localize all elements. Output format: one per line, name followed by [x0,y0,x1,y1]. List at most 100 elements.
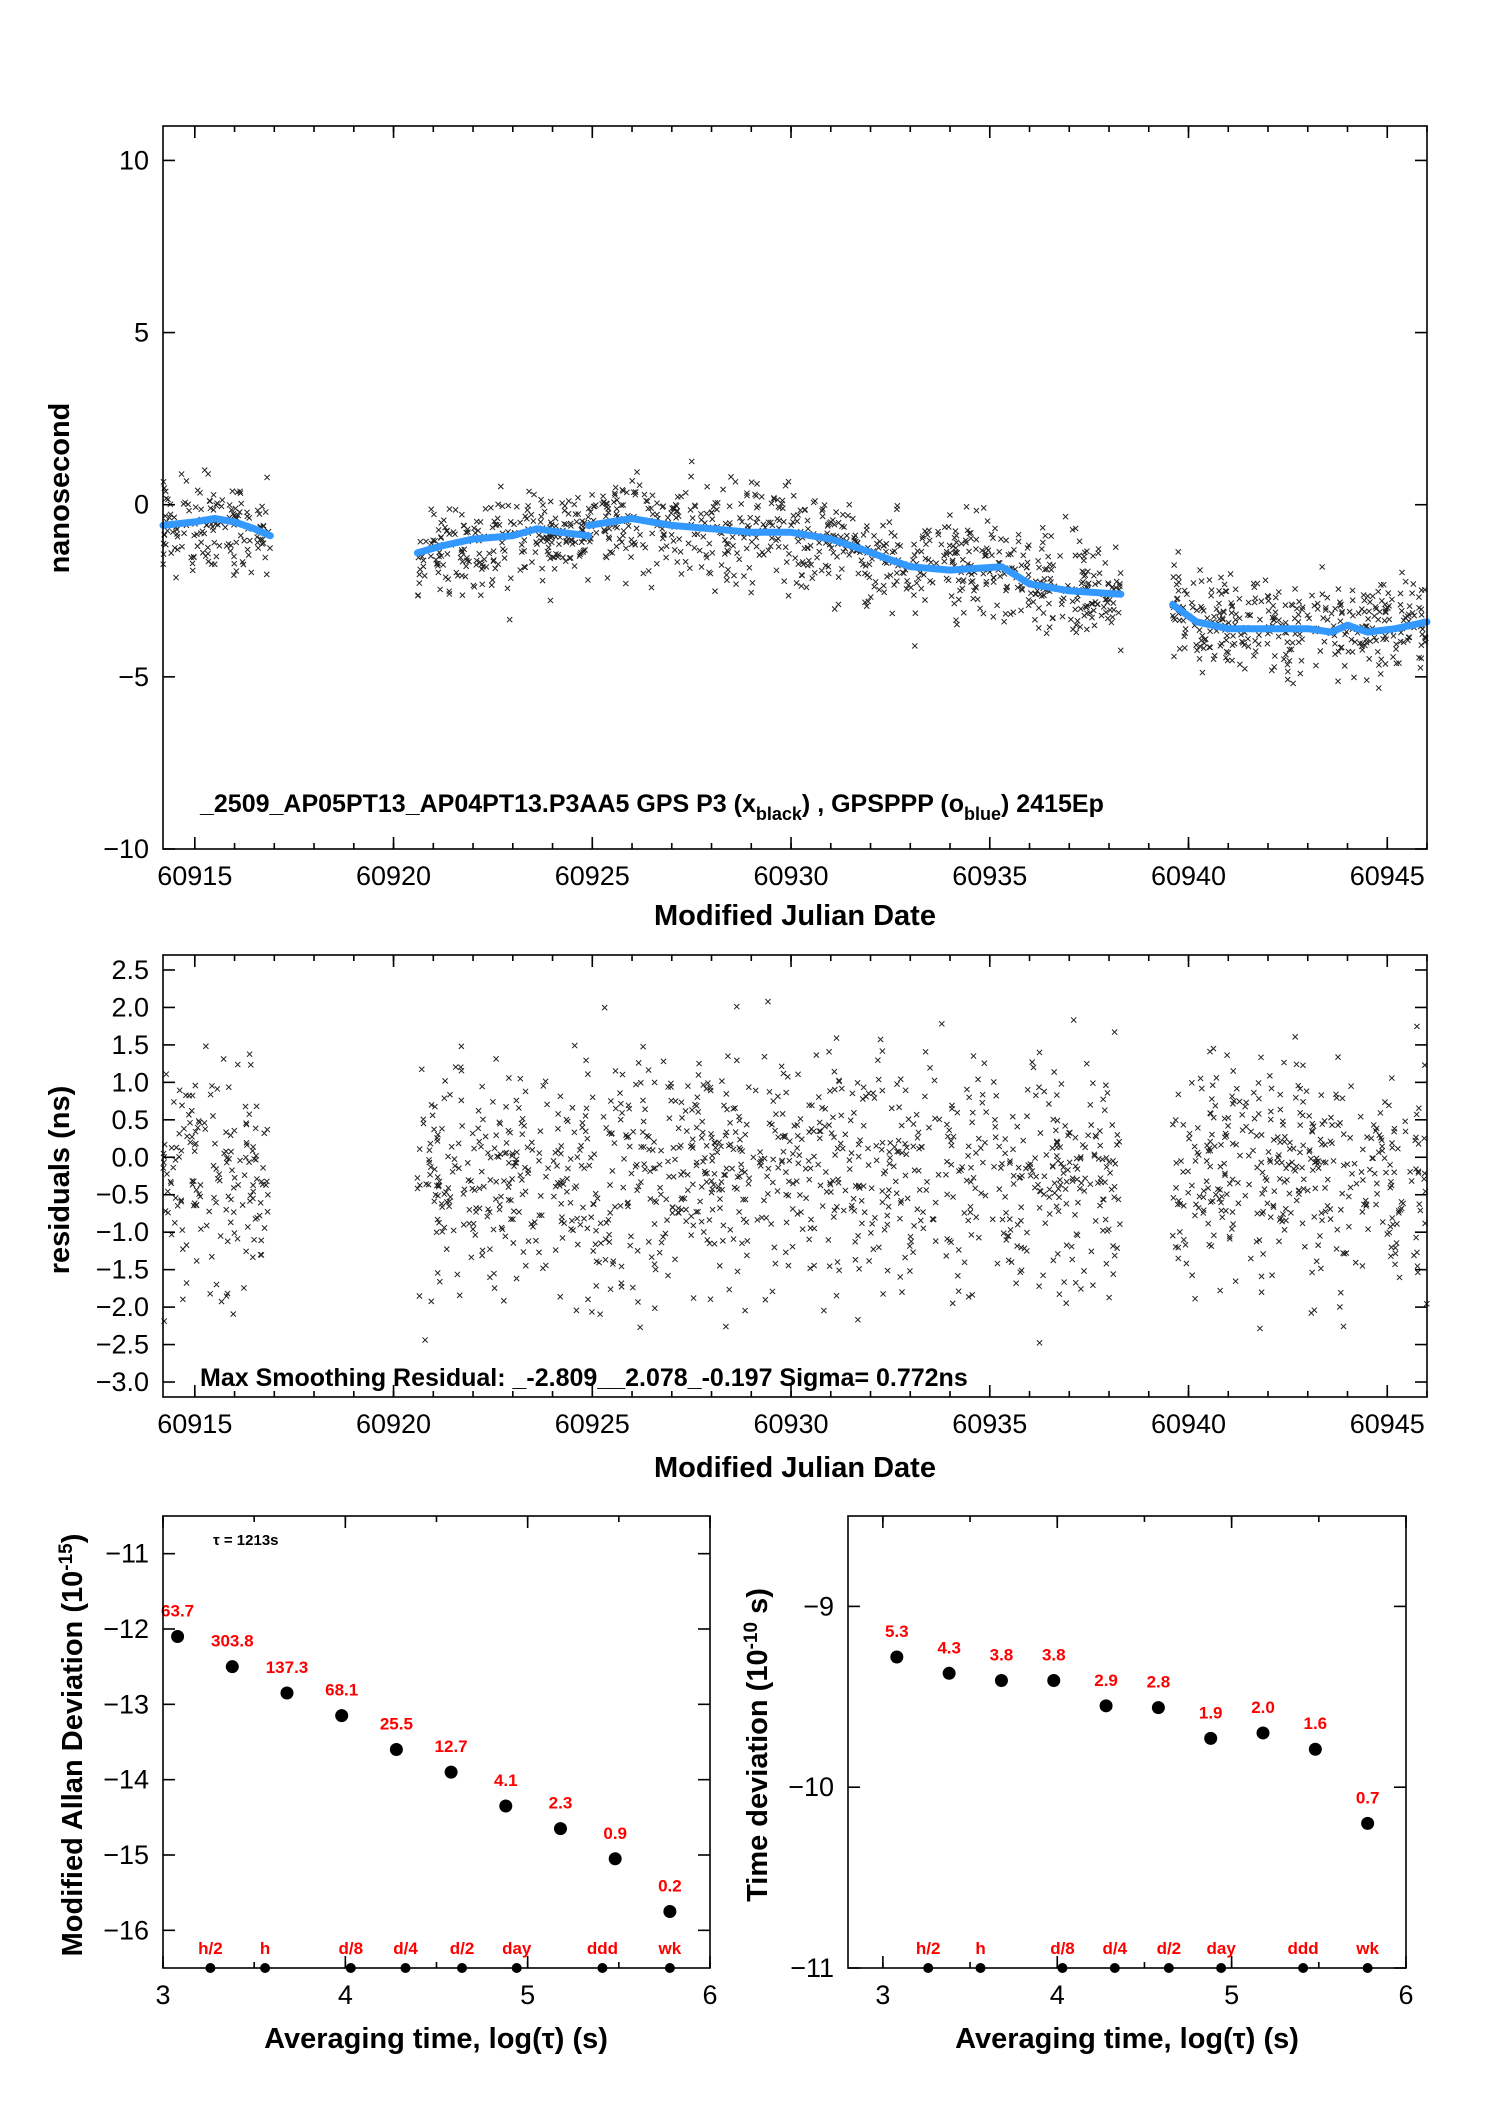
residual-data-point [251,1155,258,1162]
residual-data-point [1103,1260,1110,1267]
residual-data-point [584,1135,591,1142]
residual-data-point [1295,1082,1302,1089]
residual-data-point [472,1232,479,1238]
residual-data-point [441,1224,448,1231]
clock-data-point [230,572,237,579]
clock-data-point [831,521,838,528]
residual-data-point [741,1169,748,1176]
clock-data-point [1397,590,1404,597]
clock-data-point [607,549,614,555]
clock-data-point [545,544,552,551]
residual-data-point [554,1162,560,1169]
residual-data-point [1205,1148,1212,1154]
residual-data-point [1330,1157,1337,1164]
clock-data-point [704,483,711,490]
clock-data-point [582,547,589,553]
residual-data-point [1110,1271,1117,1278]
residual-data-point [733,1186,740,1192]
residual-data-point [880,1291,887,1297]
residual-data-point [722,1132,729,1139]
clock-data-point [421,572,428,579]
residual-data-point [427,1171,434,1178]
residual-data-point [1036,1339,1043,1346]
residual-data-point [902,1254,909,1261]
clock-data-point [1219,616,1226,623]
clock-data-point [1031,616,1038,623]
residual-data-point [965,1152,972,1159]
residual-data-point [811,1225,818,1232]
residual-data-point [584,1071,591,1078]
residual-data-point [1066,1159,1073,1166]
clock-data-point [1236,615,1243,622]
residual-data-point [1029,1168,1036,1174]
clock-data-point [623,545,629,552]
residual-data-point [1025,1162,1032,1169]
residual-data-point [955,1288,962,1295]
residual-data-point [895,1148,902,1155]
residual-data-point [228,1148,235,1155]
tdev-point-label: 4.3 [937,1638,961,1657]
clock-data-point [1337,618,1344,625]
clock-data-point [968,579,974,585]
clock-data-point [530,518,537,525]
clock-data-point [990,574,997,581]
tdev-point [942,1666,956,1680]
residual-data-point [970,1053,977,1059]
clock-data-point [1398,607,1405,614]
clock-data-point [517,567,524,574]
tdev-point [1361,1816,1375,1830]
residual-data-point [869,1220,876,1227]
clock-data-point [1311,602,1318,609]
clock-data-point [947,550,954,556]
clock-data-point [555,551,562,558]
residual-data-point [1014,1243,1021,1250]
residual-data-point [807,1165,814,1172]
residual-data-point [1348,1083,1355,1090]
residual-data-point [567,1156,574,1163]
residual-data-point [718,1178,725,1185]
mdev-point-label: 2.3 [549,1794,573,1813]
residual-data-point [466,1220,473,1227]
clock-data-point [691,502,698,509]
clock-data-point [700,533,707,540]
clock-data-point [1386,616,1393,623]
clock-data-point [1207,644,1214,651]
residual-data-point [1101,1107,1108,1114]
residual-data-point [608,1130,615,1137]
residual-data-point [897,1076,904,1083]
residual-data-point [1056,1291,1063,1298]
residual-data-point [698,1183,705,1190]
clock-data-point [1256,616,1263,623]
residual-data-point [230,1209,237,1216]
residual-data-point [1233,1085,1240,1092]
residual-data-point [851,1207,858,1214]
clock-data-point [1225,619,1232,626]
clock-data-point [1400,617,1407,624]
residual-data-point [493,1132,500,1139]
residual-data-point [738,1167,745,1174]
clock-data-point [663,543,670,550]
clock-data-point [805,557,812,564]
residual-data-point [217,1233,224,1239]
clock-data-point [518,549,525,555]
residual-data-point [820,1307,827,1314]
residual-data-point [1402,1118,1409,1125]
residual-data-point [558,1218,565,1225]
residual-data-point [188,1107,195,1114]
clock-data-point [1295,639,1302,646]
residual-data-point [892,1178,899,1185]
residual-data-point [920,1209,926,1216]
residual-data-point [1103,1164,1110,1170]
residual-data-point [766,1088,773,1095]
residual-data-point [1200,1194,1207,1201]
residual-data-point [480,1116,486,1123]
residual-data-point [1224,1052,1231,1059]
residual-data-point [1010,1172,1017,1179]
y-tick-label: −16 [103,1915,149,1945]
clock-data-point [620,532,626,539]
clock-data-point [1357,640,1363,647]
clock-data-point [166,514,173,521]
residual-data-point [789,1205,796,1212]
clock-data-point [636,482,643,489]
clock-data-point [949,557,956,564]
